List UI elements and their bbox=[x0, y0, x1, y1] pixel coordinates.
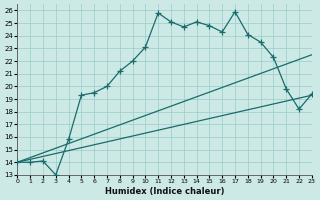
X-axis label: Humidex (Indice chaleur): Humidex (Indice chaleur) bbox=[105, 187, 224, 196]
